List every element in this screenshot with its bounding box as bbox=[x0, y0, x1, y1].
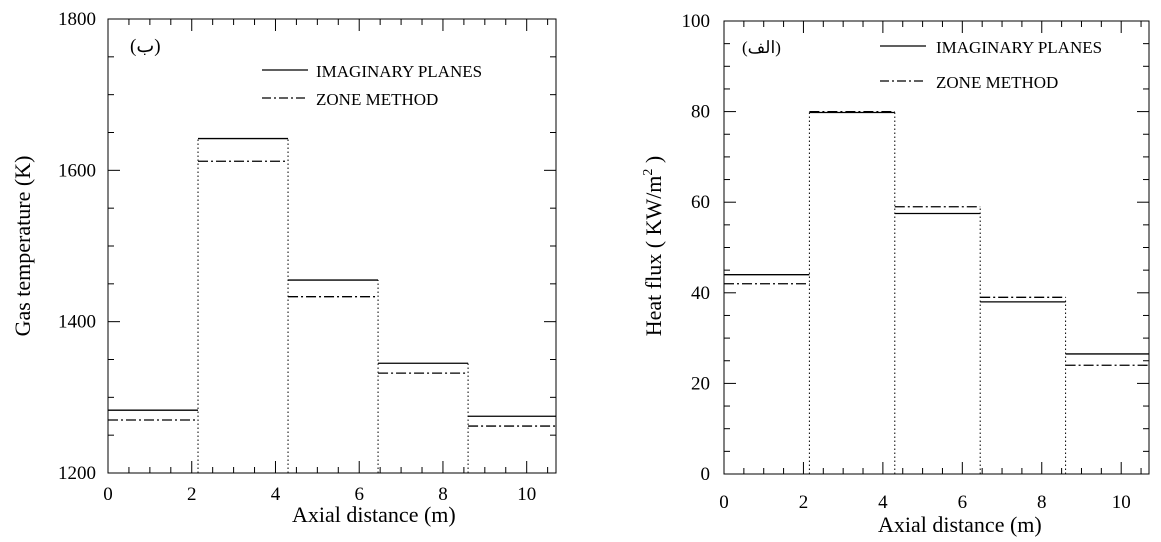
y-axis-label: Gas temperature (K) bbox=[10, 156, 35, 337]
legend: IMAGINARY PLANES ZONE METHOD bbox=[880, 38, 1102, 92]
x-tick-label: 0 bbox=[719, 492, 729, 513]
legend-label-imaginary-planes: IMAGINARY PLANES bbox=[316, 62, 482, 81]
x-tick-label: 2 bbox=[799, 492, 809, 513]
y-axis-label-main: Heat flux ( KW/m bbox=[641, 176, 666, 337]
legend-label-zone-method: ZONE METHOD bbox=[316, 90, 438, 109]
x-tick-label: 10 bbox=[517, 484, 536, 505]
x-tick-label: 8 bbox=[438, 484, 448, 505]
y-tick-label: 1800 bbox=[58, 9, 96, 30]
plot-frame bbox=[107, 18, 557, 474]
x-tick-label: 4 bbox=[878, 492, 888, 513]
tick-marks bbox=[107, 18, 556, 474]
y-tick-labels: 1200 1400 1600 1800 bbox=[58, 9, 96, 484]
legend: IMAGINARY PLANES ZONE METHOD bbox=[262, 62, 482, 109]
y-tick-label: 100 bbox=[682, 11, 711, 32]
legend-label-imaginary-planes: IMAGINARY PLANES bbox=[936, 38, 1102, 57]
y-tick-labels: 0 20 40 60 80 100 bbox=[682, 11, 711, 485]
y-axis-label: Heat flux ( KW/m2 ) bbox=[641, 156, 666, 337]
panel-label: (الف) bbox=[742, 38, 781, 57]
y-tick-label: 1600 bbox=[58, 160, 96, 181]
x-axis-label: Axial distance (m) bbox=[878, 512, 1042, 537]
y-tick-label: 1400 bbox=[58, 312, 96, 333]
x-tick-label: 2 bbox=[187, 484, 197, 505]
zone-bars bbox=[808, 111, 1067, 474]
panel-label: (ب) bbox=[130, 36, 161, 57]
x-tick-labels: 0 2 4 6 8 10 bbox=[719, 492, 1130, 513]
y-tick-label: 60 bbox=[691, 192, 710, 213]
x-tick-labels: 0 2 4 6 8 10 bbox=[103, 484, 536, 505]
x-axis-label: Axial distance (m) bbox=[292, 502, 456, 527]
legend-label-zone-method: ZONE METHOD bbox=[936, 73, 1058, 92]
y-tick-label: 20 bbox=[691, 373, 710, 394]
x-tick-label: 0 bbox=[103, 484, 113, 505]
x-tick-label: 10 bbox=[1112, 492, 1131, 513]
data-series bbox=[108, 137, 556, 427]
x-tick-label: 6 bbox=[958, 492, 968, 513]
x-tick-label: 4 bbox=[271, 484, 281, 505]
tick-marks bbox=[723, 20, 1149, 475]
gas-temperature-chart: 0 2 4 6 8 10 1200 1400 1600 1800 (ب) IMAGINARY P… bbox=[10, 9, 557, 527]
y-tick-label: 1200 bbox=[58, 463, 96, 484]
data-series bbox=[724, 110, 1149, 366]
x-tick-label: 8 bbox=[1037, 492, 1047, 513]
y-tick-label: 0 bbox=[701, 464, 711, 485]
y-tick-label: 80 bbox=[691, 102, 710, 123]
y-axis-label-close: ) bbox=[641, 156, 666, 169]
y-tick-label: 40 bbox=[691, 283, 710, 304]
y-axis-label-superscript: 2 bbox=[641, 169, 656, 176]
x-tick-label: 6 bbox=[354, 484, 364, 505]
zone-bars bbox=[197, 138, 469, 473]
heat-flux-chart: 0 2 4 6 8 10 0 20 40 60 80 100 (الف) IMAGINARY PLA… bbox=[641, 11, 1150, 537]
